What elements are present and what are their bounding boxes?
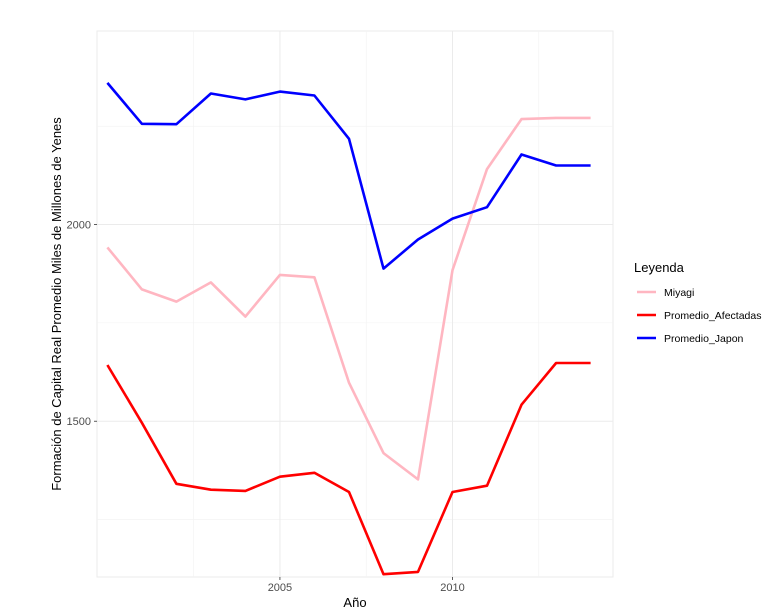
series-line-promedio-japon [106, 82, 591, 270]
legend-label-promedio-afectadas: Promedio_Afectadas [664, 310, 761, 322]
legend-label-miyagi: Miyagi [664, 287, 694, 299]
legend: Leyenda Miyagi Promedio_Afectadas Promedio… [634, 260, 761, 345]
y-tick-label: 2000 [67, 220, 91, 232]
major-gridlines [97, 31, 613, 577]
legend-label-promedio-japon: Promedio_Japon [664, 333, 744, 345]
legend-title: Leyenda [634, 260, 685, 275]
y-axis-title: Formación de Capital Real Promedio Miles… [49, 117, 64, 491]
x-tick-label: 2010 [440, 582, 464, 594]
series-lines [106, 82, 591, 576]
x-axis-title: Año [343, 595, 366, 610]
series-line-promedio-afectadas [106, 361, 591, 576]
plot-panel [96, 30, 614, 578]
series-line-miyagi [106, 116, 591, 481]
y-tick-label: 1500 [67, 416, 91, 428]
x-axis-ticks: 2005 2010 [268, 577, 465, 594]
legend-items: Miyagi Promedio_Afectadas Promedio_Japon [637, 287, 761, 345]
y-axis-ticks: 1500 2000 [67, 220, 97, 428]
x-tick-label: 2005 [268, 582, 292, 594]
